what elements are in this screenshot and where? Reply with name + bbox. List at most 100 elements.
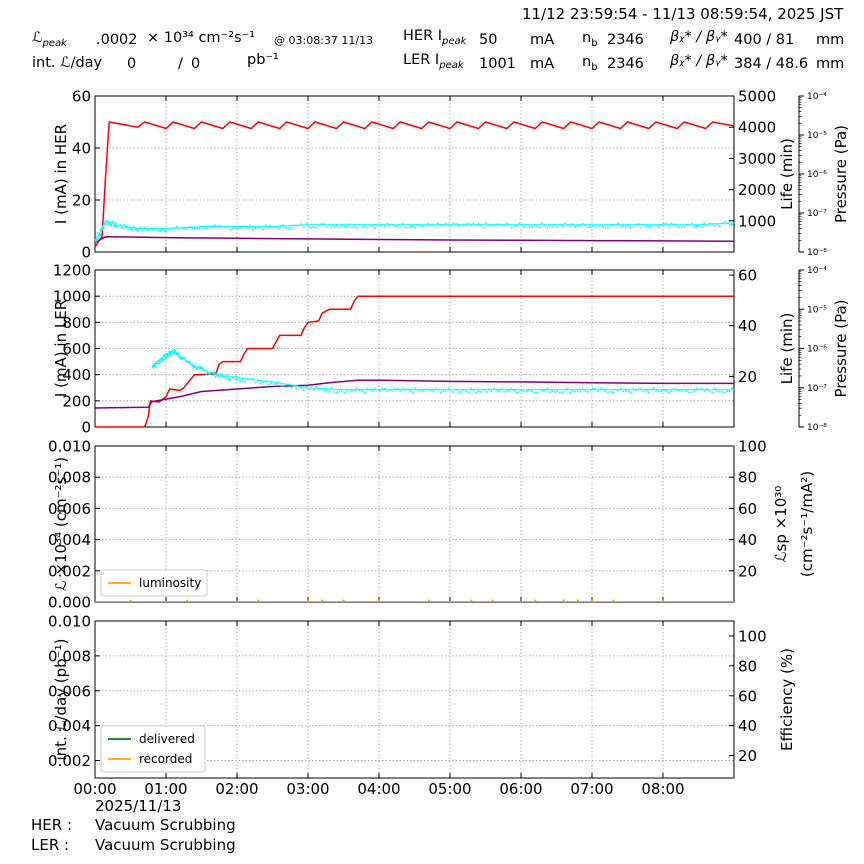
series-pressure-point [330,387,333,389]
series-pressure-point [668,225,670,227]
series-pressure-point [604,390,607,392]
series-pressure-point [711,391,713,394]
series-pressure-point [154,365,157,368]
series-pressure-point [169,353,172,356]
lpeak-symbol: ℒ [32,30,43,46]
series-pressure-point [213,371,216,373]
lpeak-value: .0002 [96,32,138,48]
series-pressure-point [373,387,376,390]
y-tick-label: 0.010 [48,613,91,631]
series-pressure-point [437,222,439,225]
series-pressure-point [683,226,685,228]
series-pressure-point [154,364,156,366]
series-pressure-point [627,225,630,227]
series-pressure-point [625,226,627,228]
series-pressure-point [592,224,594,227]
series-pressure-point [313,388,315,391]
series-pressure-point [161,228,164,231]
series-pressure-point [280,384,282,387]
series-pressure-point [406,388,409,390]
series-pressure-point [569,391,571,394]
series-pressure-point [485,222,488,225]
series-pressure-point [477,390,480,392]
series-pressure-point [546,226,548,229]
series-pressure-point [164,230,166,233]
series-pressure-point [110,224,112,226]
footer-date: 2025/11/13 [95,797,182,815]
plot-frame [94,269,735,428]
series-pressure-point [668,391,670,394]
series-pressure-point [447,387,450,389]
series-pressure-point [452,391,455,393]
series-pressure-point [554,391,556,393]
series-pressure-point [325,389,328,391]
series-pressure-point [95,240,97,242]
series-pressure-point [114,222,117,224]
lpeak-label: ℒpeak [32,31,67,49]
series-pressure-point [680,226,683,228]
series-pressure-point [599,224,602,227]
y2-tick-label: 1000 [738,212,776,230]
series-pressure-point [442,224,444,227]
series-pressure-point [328,390,330,393]
series-pressure-point [197,366,199,368]
series-pressure-point [158,360,161,362]
series-pressure-point [731,387,734,390]
series-pressure-point [214,224,216,227]
y-tick-label: 0.008 [48,469,91,487]
y-tick-label: 200 [62,392,91,410]
series-pressure-point [586,391,589,393]
y2-axis-label: Life (min) [778,313,796,385]
her-nb-value: 2346 [607,32,644,48]
series-pressure-point [184,357,186,359]
series-pressure-point [630,391,632,393]
intl-sep: / [178,56,183,72]
series-pressure-point [541,222,543,225]
series-pressure-point [193,366,195,369]
series-pressure-point [531,226,533,228]
y2-tick-label: 60 [738,267,757,285]
series-pressure-point [343,226,346,228]
lpeak-unit: × 10³⁴ cm⁻²s⁻¹ [147,30,256,46]
series-pressure-point [472,222,475,224]
series-pressure-point [275,226,277,229]
series-pressure-point [177,352,179,355]
y-tick-label: 0 [81,419,91,437]
series-pressure-point [576,390,579,392]
lpeak-time: @ 03:08:37 11/13 [274,34,374,47]
series-pressure-point [612,391,614,393]
series-pressure-point [282,385,285,387]
pressure-tick-label: 10⁻⁴ [807,92,827,102]
series-pressure-point [219,225,221,227]
series-pressure-point [622,225,624,227]
her-label-text: HER I [403,28,443,44]
series-pressure-point [647,225,650,227]
series-pressure-point [161,358,163,360]
ler-nb-sub: b [591,61,598,73]
series-pressure-point [282,224,285,226]
x-tick-label: 07:00 [570,780,613,798]
pressure-tick-label: 10⁻⁷ [807,209,827,219]
legend-label: recorded [139,752,192,766]
series-pressure-point [227,377,230,380]
series-pressure-point [96,239,99,241]
series-pressure-point [680,389,683,392]
series-pressure-point [414,226,417,229]
series-pressure-point [254,381,257,384]
y-tick-label: 0.004 [48,717,91,735]
pressure-tick-label: 10⁻⁷ [807,384,827,394]
series-pressure-point [217,374,220,377]
series-pressure-point [195,368,197,370]
series-pressure-point [244,381,247,383]
series-pressure-point [290,386,292,389]
series-pressure-point [655,224,657,227]
series-pressure-point [223,376,226,378]
series-pressure-point [581,222,584,225]
series-pressure-point [728,223,731,226]
series-pressure-point [678,389,680,392]
series-pressure-point [277,228,280,230]
series-pressure-point [160,360,162,363]
series-pressure-point [419,225,422,227]
series-pressure-point [607,391,609,394]
series-pressure-point [341,390,343,393]
